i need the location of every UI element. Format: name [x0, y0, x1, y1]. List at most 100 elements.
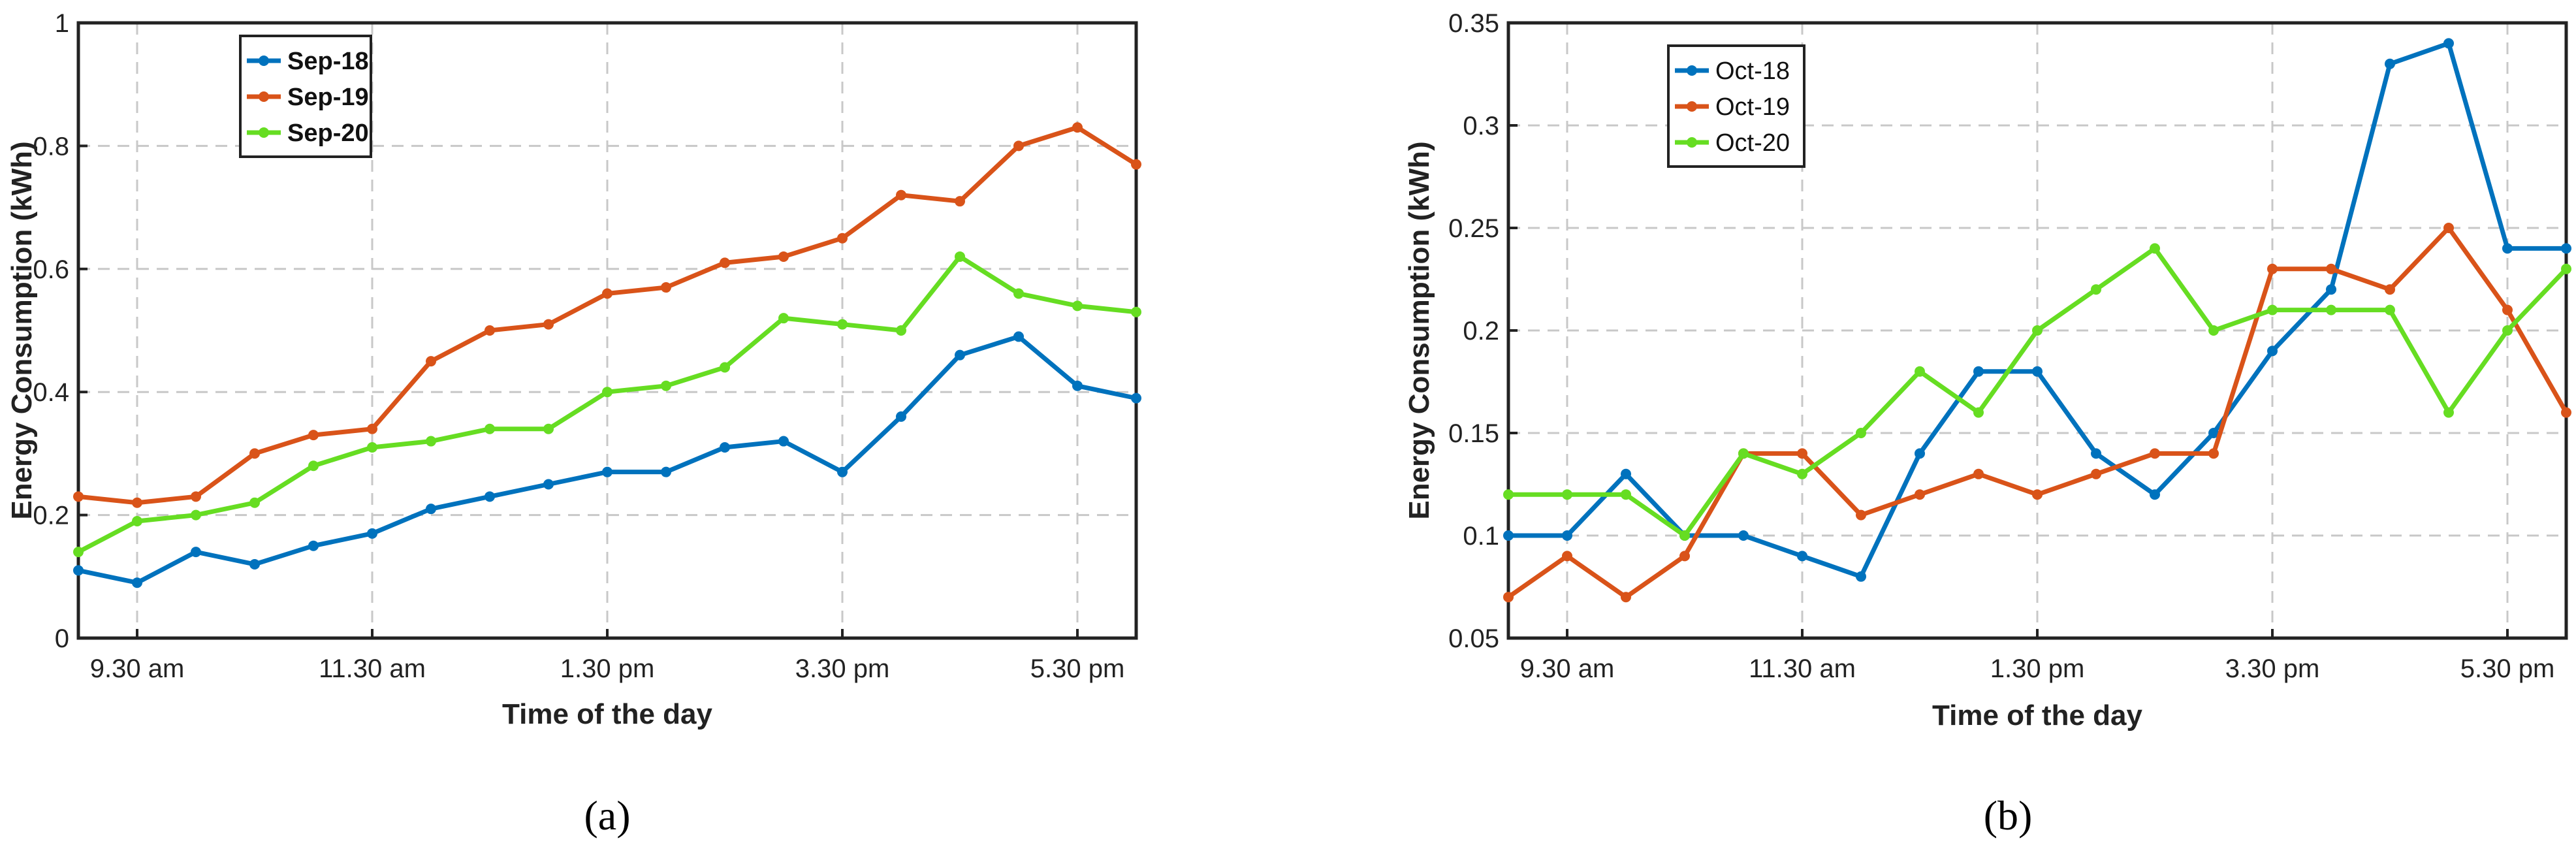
data-point-sep-20: [1131, 306, 1141, 317]
data-point-sep-19: [543, 319, 554, 330]
data-point-sep-20: [191, 509, 201, 521]
data-point-oct-18: [2385, 58, 2395, 69]
data-point-sep-19: [426, 356, 436, 367]
data-point-oct-19: [2561, 407, 2571, 418]
data-point-oct-18: [1973, 366, 1984, 377]
legend-marker: [1687, 137, 1697, 148]
data-point-oct-18: [1621, 468, 1631, 479]
data-point-sep-18: [426, 504, 436, 515]
y-tick-label: 0.3: [1463, 112, 1499, 140]
data-point-oct-18: [1797, 551, 1807, 562]
data-point-oct-20: [2385, 304, 2395, 315]
data-point-oct-19: [1503, 592, 1514, 603]
data-point-sep-19: [778, 251, 789, 262]
data-point-oct-18: [2150, 489, 2160, 500]
y-tick-label: 0.25: [1448, 214, 1499, 243]
data-point-sep-20: [1072, 300, 1083, 312]
data-point-sep-18: [191, 547, 201, 558]
data-point-oct-20: [2561, 263, 2571, 274]
y-tick-label: 0.15: [1448, 419, 1499, 448]
data-point-sep-20: [543, 423, 554, 434]
data-point-sep-20: [132, 516, 142, 527]
data-point-oct-19: [2150, 448, 2160, 459]
data-point-sep-20: [1013, 288, 1024, 299]
data-point-sep-19: [955, 196, 965, 207]
data-point-oct-18: [1503, 530, 1514, 541]
plot-area-a: [76, 21, 1138, 640]
legend-marker: [1687, 65, 1697, 76]
data-point-oct-18: [2443, 38, 2454, 49]
data-point-sep-20: [720, 362, 730, 373]
data-point-sep-19: [1072, 122, 1083, 133]
y-tick-label: 0.4: [33, 378, 69, 407]
legend-label: Sep-20: [287, 120, 369, 147]
data-point-sep-20: [367, 442, 377, 453]
legend-label: Oct-20: [1715, 129, 1790, 157]
data-point-oct-19: [1679, 551, 1690, 562]
data-point-oct-19: [2208, 448, 2219, 459]
legend-b: Oct-18 Oct-19 Oct-20: [1667, 44, 1805, 168]
data-point-oct-19: [2502, 304, 2513, 315]
legend-label: Oct-18: [1715, 57, 1790, 85]
data-point-oct-19: [2326, 263, 2336, 274]
x-tick-label: 9.30 am: [1520, 654, 1615, 683]
data-point-oct-18: [2032, 366, 2043, 377]
x-tick-label: 11.30 am: [319, 654, 426, 683]
legend-a: Sep-18 Sep-19 Sep-20: [239, 35, 372, 158]
y-tick-label: 0.05: [1448, 624, 1499, 653]
data-point-oct-19: [1856, 509, 1866, 521]
data-point-oct-19: [2091, 468, 2101, 479]
data-point-sep-18: [720, 442, 730, 453]
caption-a: (a): [584, 792, 630, 839]
data-point-oct-18: [2091, 448, 2101, 459]
ticks-a: 9.30 am 11.30 am 1.30 pm 3.30 pm 5.30 pm 0 0.2…: [33, 9, 1124, 683]
data-point-oct-18: [2267, 345, 2278, 357]
data-point-sep-18: [73, 565, 84, 576]
data-point-sep-20: [73, 547, 84, 558]
data-point-sep-18: [543, 479, 554, 490]
data-point-oct-20: [1797, 468, 1807, 479]
data-point-oct-18: [2502, 243, 2513, 254]
data-point-sep-19: [720, 257, 730, 268]
data-point-oct-18: [2208, 428, 2219, 438]
data-point-sep-20: [955, 251, 965, 262]
x-tick-label: 1.30 pm: [560, 654, 655, 683]
data-point-sep-18: [485, 491, 495, 502]
data-point-sep-20: [308, 460, 319, 472]
data-point-oct-19: [1797, 448, 1807, 459]
data-point-oct-20: [1503, 489, 1514, 500]
data-point-sep-18: [602, 466, 612, 477]
legend-marker: [259, 91, 269, 102]
data-point-sep-18: [132, 577, 142, 588]
data-point-sep-20: [896, 325, 906, 336]
legend-marker: [1687, 101, 1697, 112]
data-point-sep-20: [837, 319, 848, 330]
data-point-sep-18: [308, 540, 319, 551]
x-tick-label: 11.30 am: [1749, 654, 1856, 683]
data-point-sep-19: [1013, 140, 1024, 152]
x-tick-label: 5.30 pm: [2460, 654, 2555, 683]
data-point-oct-18: [2561, 243, 2571, 254]
data-point-oct-19: [2443, 223, 2454, 233]
data-point-sep-18: [955, 349, 965, 361]
chart-panel-a: 9.30 am 11.30 am 1.30 pm 3.30 pm 5.30 pm 0 0.2…: [6, 9, 1141, 839]
x-axis-label-b: Time of the day: [1932, 699, 2142, 731]
y-axis-label-a: Energy Consumption (kWh): [6, 141, 38, 519]
x-axis-label-a: Time of the day: [502, 698, 712, 730]
data-point-sep-20: [485, 423, 495, 434]
data-point-sep-19: [249, 448, 260, 459]
data-point-sep-20: [426, 436, 436, 447]
data-point-sep-18: [1013, 331, 1024, 342]
legend-marker: [259, 56, 269, 66]
data-point-sep-18: [778, 436, 789, 447]
data-point-oct-20: [2091, 284, 2101, 295]
x-tick-label: 5.30 pm: [1030, 654, 1125, 683]
data-point-oct-20: [2208, 325, 2219, 336]
data-point-oct-20: [2150, 243, 2160, 254]
data-point-oct-20: [1915, 366, 1925, 377]
legend-marker: [259, 127, 269, 138]
data-point-sep-19: [308, 430, 319, 441]
caption-b: (b): [1984, 792, 2033, 839]
data-point-oct-20: [2032, 325, 2043, 336]
